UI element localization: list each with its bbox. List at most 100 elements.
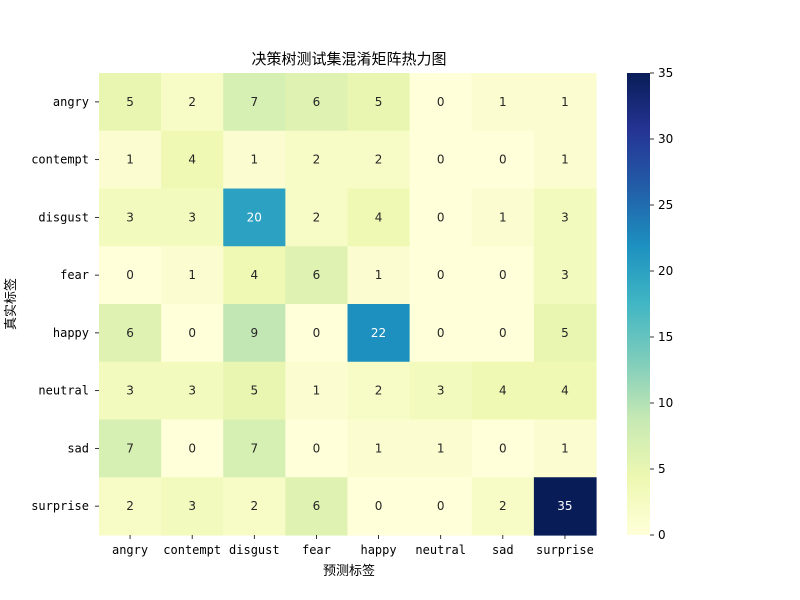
cell-value-label: 6 [313,499,321,513]
heatmap-cell [161,246,224,305]
heatmap-cell [161,361,224,421]
colorbar-gradient [627,73,650,535]
y-tick-label: fear [60,268,89,282]
heatmap-cell [161,304,224,363]
colorbar-tick-label: 15 [658,330,673,344]
heatmap-cell [285,130,349,190]
heatmap-cell [99,361,162,421]
cell-value-label: 2 [188,95,196,109]
cell-value-label: 4 [375,210,383,224]
cell-value-label: 1 [561,441,569,455]
heatmap-cells: 5 2 7 6 5 0 1 11 4 1 2 2 0 0 13 3 20 2 4 0 1 30 1 4 6 1 0 0 36 0 9 0 22 0… [99,73,597,536]
heatmap-cell [223,73,286,132]
heatmap-cell [285,477,349,536]
x-tick-label: happy [360,543,396,557]
heatmap-cell [409,188,473,247]
cell-value-label: 7 [250,95,258,109]
y-tick-label: sad [67,441,89,455]
chart-title: 决策树测试集混淆矩阵热力图 [251,50,446,68]
cell-value-label: 1 [561,153,569,167]
cell-value-label: 1 [313,384,321,398]
heatmap-cell [99,73,162,132]
cell-value-label: 0 [499,153,507,167]
heatmap-cell [471,361,535,421]
y-tick-label: neutral [38,384,89,398]
heatmap-cell [347,361,411,421]
heatmap-cell [533,130,597,190]
cell-value-label: 3 [437,384,445,398]
heatmap-cell [347,419,411,478]
cell-value-label: 3 [126,210,134,224]
cell-value-label: 0 [375,499,383,513]
cell-value-label: 0 [499,268,507,282]
cell-value-label: 4 [561,384,569,398]
heatmap-cell [223,419,286,478]
heatmap-cell [533,246,597,305]
heatmap-cell [409,361,473,421]
heatmap-cell [347,304,411,363]
heatmap-cell [161,73,224,132]
cell-value-label: 4 [188,153,196,167]
x-axis-ticks: angry contempt disgust fear happy neutral sad s… [112,535,594,557]
cell-value-label: 0 [126,268,134,282]
heatmap-cell [347,188,411,247]
x-tick-label: fear [302,543,331,557]
x-tick-label: surprise [536,543,594,557]
cell-value-label: 0 [437,153,445,167]
x-axis-label: 预测标签 [323,563,375,579]
heatmap-cell [99,130,162,190]
cell-value-label: 9 [250,326,258,340]
colorbar-tick-label: 0 [658,528,666,542]
heatmap-cell [471,246,535,305]
heatmap-cell [161,419,224,478]
cell-value-label: 2 [313,153,321,167]
x-tick-label: contempt [163,543,221,557]
y-tick-label: contempt [31,153,89,167]
y-axis-label: 真实标签 [3,278,19,330]
cell-value-label: 2 [313,210,321,224]
cell-value-label: 7 [250,441,258,455]
cell-value-label: 2 [250,499,258,513]
cell-value-label: 6 [126,326,134,340]
cell-value-label: 3 [126,384,134,398]
cell-value-label: 35 [557,499,572,513]
heatmap-cell [99,304,162,363]
heatmap-cell [471,188,535,247]
cell-value-label: 0 [437,326,445,340]
y-tick-label: angry [53,95,89,109]
cell-value-label: 0 [313,326,321,340]
colorbar-tick-label: 10 [658,396,673,410]
cell-value-label: 22 [371,326,386,340]
cell-value-label: 3 [188,384,196,398]
heatmap-cell [223,188,286,247]
heatmap-cell [99,477,162,536]
heatmap-cell [471,419,535,478]
cell-value-label: 0 [188,326,196,340]
heatmap-cell [533,304,597,363]
heatmap-cell [285,304,349,363]
cell-value-label: 3 [561,210,569,224]
heatmap-cell [285,361,349,421]
heatmap-cell [533,419,597,478]
heatmap-cell [223,304,286,363]
heatmap-cell [99,188,162,247]
heatmap-cell [409,246,473,305]
heatmap-cell [285,188,349,247]
heatmap-cell [223,477,286,536]
y-tick-label: disgust [38,210,89,224]
heatmap-cell [471,477,535,536]
cell-value-label: 1 [250,153,258,167]
colorbar-tick-label: 35 [658,66,673,80]
cell-value-label: 0 [437,210,445,224]
cell-value-label: 2 [499,499,507,513]
cell-value-label: 1 [375,268,383,282]
cell-value-label: 6 [313,268,321,282]
y-tick-label: happy [53,326,89,340]
heatmap-cell [347,130,411,190]
cell-value-label: 5 [561,326,569,340]
cell-value-label: 7 [126,441,134,455]
heatmap-cell [223,130,286,190]
heatmap-cell [285,73,349,132]
heatmap-cell [161,188,224,247]
cell-value-label: 3 [188,210,196,224]
